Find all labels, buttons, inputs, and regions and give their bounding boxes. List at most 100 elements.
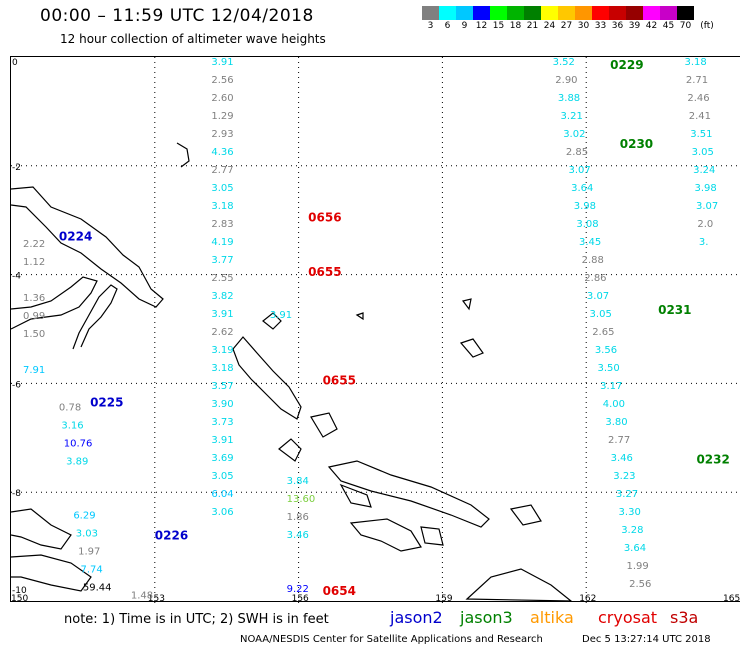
coastline [11, 554, 92, 592]
swh-value: 3.69 [211, 453, 233, 464]
swh-value: 4.19 [211, 237, 233, 248]
swh-value: 2.77 [608, 435, 630, 446]
coastline [262, 312, 282, 330]
swh-value: 1.48 [131, 590, 153, 601]
swh-value: 3.21 [561, 111, 583, 122]
scale-swatch [558, 6, 575, 20]
swh-value: 6.04 [211, 489, 233, 500]
swh-value: 2.83 [211, 219, 233, 230]
axis-tick-lat: -4 [12, 272, 21, 282]
swh-value: 3.07 [587, 291, 609, 302]
swh-value: 1.97 [78, 546, 100, 557]
swh-value: 2.56 [629, 579, 651, 590]
swh-value: 7.74 [81, 564, 103, 575]
scale-tick-label: 39 [628, 21, 641, 31]
coastline [310, 412, 338, 438]
swh-value: 1.12 [23, 257, 45, 268]
swh-value: 2.62 [211, 327, 233, 338]
pass-label: 0655 [308, 265, 341, 279]
pass-label: 0655 [323, 374, 356, 388]
scale-tick-label: 27 [560, 21, 573, 31]
timestamp-text: Dec 5 13:27:14 UTC 2018 [582, 634, 711, 645]
axis-tick-lat: -10 [12, 586, 27, 596]
scale-tick-label: 24 [543, 21, 556, 31]
coastline [461, 298, 472, 311]
scale-swatch [422, 6, 439, 20]
page-title: 00:00 – 11:59 UTC 12/04/2018 [40, 6, 314, 26]
scale-swatch [524, 6, 541, 20]
pass-label: 0232 [696, 453, 729, 467]
swh-value: 3.23 [613, 471, 635, 482]
swh-value: 3.19 [211, 345, 233, 356]
swh-value: 2.56 [211, 75, 233, 86]
swh-value: 3.07 [696, 201, 718, 212]
swh-value: 6.29 [73, 510, 95, 521]
swh-value: 3.82 [211, 291, 233, 302]
swh-value: 3.02 [563, 129, 585, 140]
map-canvas: 150 153 156 159 162 165 0 -2 -4 -6 -8 -10 3.91 2.56 2.… [11, 57, 740, 603]
swh-value: 3.91 [270, 310, 292, 321]
pass-label: 0226 [155, 529, 188, 543]
legend-item-jason2: jason2 [390, 608, 443, 627]
scale-tick-label: 9 [461, 21, 468, 31]
coastline [349, 518, 422, 552]
map-panel: 150 153 156 159 162 165 0 -2 -4 -6 -8 -10 3.91 2.56 2.… [10, 56, 740, 603]
swh-value: 3.18 [211, 201, 233, 212]
credit-text: NOAA/NESDIS Center for Satellite Applica… [240, 634, 543, 645]
swh-value: 3.27 [616, 489, 638, 500]
scale-swatch [592, 6, 609, 20]
coastline [509, 504, 542, 526]
scale-tick-label: 3 [427, 21, 434, 31]
coastline [465, 568, 573, 602]
swh-value: 3.89 [66, 456, 88, 467]
legend-item-altika: altika [530, 608, 574, 627]
page-subtitle: 12 hour collection of altimeter wave hei… [60, 32, 326, 46]
swh-value: 3.84 [287, 476, 309, 487]
coastline [11, 276, 98, 330]
swh-value: 2.65 [592, 327, 614, 338]
swh-value: 1.99 [626, 561, 648, 572]
swh-value: 3.77 [211, 255, 233, 266]
pass-label: 0654 [323, 584, 356, 598]
swh-value: 3.30 [619, 507, 641, 518]
swh-value: 7.91 [23, 365, 45, 376]
coastline [278, 438, 302, 462]
swh-value: 59.44 [83, 582, 112, 593]
swh-value: 3.05 [590, 309, 612, 320]
swh-value: 3.52 [553, 57, 575, 68]
swh-value: 2.41 [689, 111, 711, 122]
scale-swatch [507, 6, 524, 20]
coastline [176, 142, 190, 168]
coastline [339, 483, 372, 508]
swh-value: 3.06 [211, 507, 233, 518]
swh-value: 2.46 [687, 93, 709, 104]
scale-tick-label: 21 [526, 21, 539, 31]
legend-item-s3a: s3a [670, 608, 699, 627]
scale-swatch [575, 6, 592, 20]
coastline [327, 460, 490, 528]
swh-value: 2.85 [566, 147, 588, 158]
swh-value: 3.80 [605, 417, 627, 428]
swh-value: 3.57 [211, 381, 233, 392]
swh-value: 13.60 [287, 494, 316, 505]
footer-note: note: 1) Time is in UTC; 2) SWH is in fe… [64, 612, 329, 627]
scale-tick-label: 45 [662, 21, 675, 31]
axis-tick-lat: -2 [12, 163, 21, 173]
swh-value: 2.71 [686, 75, 708, 86]
pass-label: 0231 [658, 303, 691, 317]
swh-value: 3.51 [690, 129, 712, 140]
swh-value: 9.22 [287, 584, 309, 595]
axis-tick-lon: 162 [579, 594, 596, 603]
pass-label: 0656 [308, 210, 341, 224]
swh-value: 3.16 [61, 420, 83, 431]
swh-value: 3.91 [211, 57, 233, 68]
scale-tick-label: 33 [594, 21, 607, 31]
axis-tick-lon: 165 [723, 594, 740, 603]
swh-value: 3.64 [624, 543, 646, 554]
swh-value: 2.55 [211, 273, 233, 284]
swh-value: 3.73 [211, 417, 233, 428]
swh-value: 3.46 [287, 530, 309, 541]
swh-value: 4.00 [603, 399, 625, 410]
swh-value: 0.99 [23, 311, 45, 322]
